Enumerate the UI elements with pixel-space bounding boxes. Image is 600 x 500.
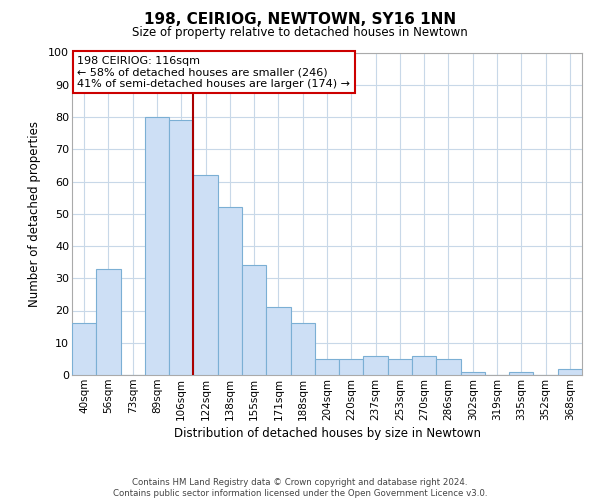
Bar (558, 368, 582, 375)
Text: 198, CEIRIOG, NEWTOWN, SY16 1NN: 198, CEIRIOG, NEWTOWN, SY16 1NN (144, 12, 456, 28)
Bar (242, 266, 266, 375)
Bar (72, 324, 96, 375)
X-axis label: Distribution of detached houses by size in Newtown: Distribution of detached houses by size … (173, 427, 481, 440)
Bar (436, 359, 461, 375)
Bar (388, 359, 412, 375)
Bar (290, 324, 315, 375)
Bar (145, 117, 169, 375)
Bar (169, 120, 193, 375)
Text: 198 CEIRIOG: 116sqm
← 58% of detached houses are smaller (246)
41% of semi-detac: 198 CEIRIOG: 116sqm ← 58% of detached ho… (77, 56, 350, 89)
Bar (364, 356, 388, 375)
Bar (218, 208, 242, 375)
Bar (266, 308, 290, 375)
Bar (461, 372, 485, 375)
Bar (193, 175, 218, 375)
Y-axis label: Number of detached properties: Number of detached properties (28, 120, 41, 306)
Bar (96, 268, 121, 375)
Text: Contains HM Land Registry data © Crown copyright and database right 2024.
Contai: Contains HM Land Registry data © Crown c… (113, 478, 487, 498)
Bar (315, 359, 339, 375)
Bar (509, 372, 533, 375)
Bar (339, 359, 364, 375)
Text: Size of property relative to detached houses in Newtown: Size of property relative to detached ho… (132, 26, 468, 39)
Bar (412, 356, 436, 375)
